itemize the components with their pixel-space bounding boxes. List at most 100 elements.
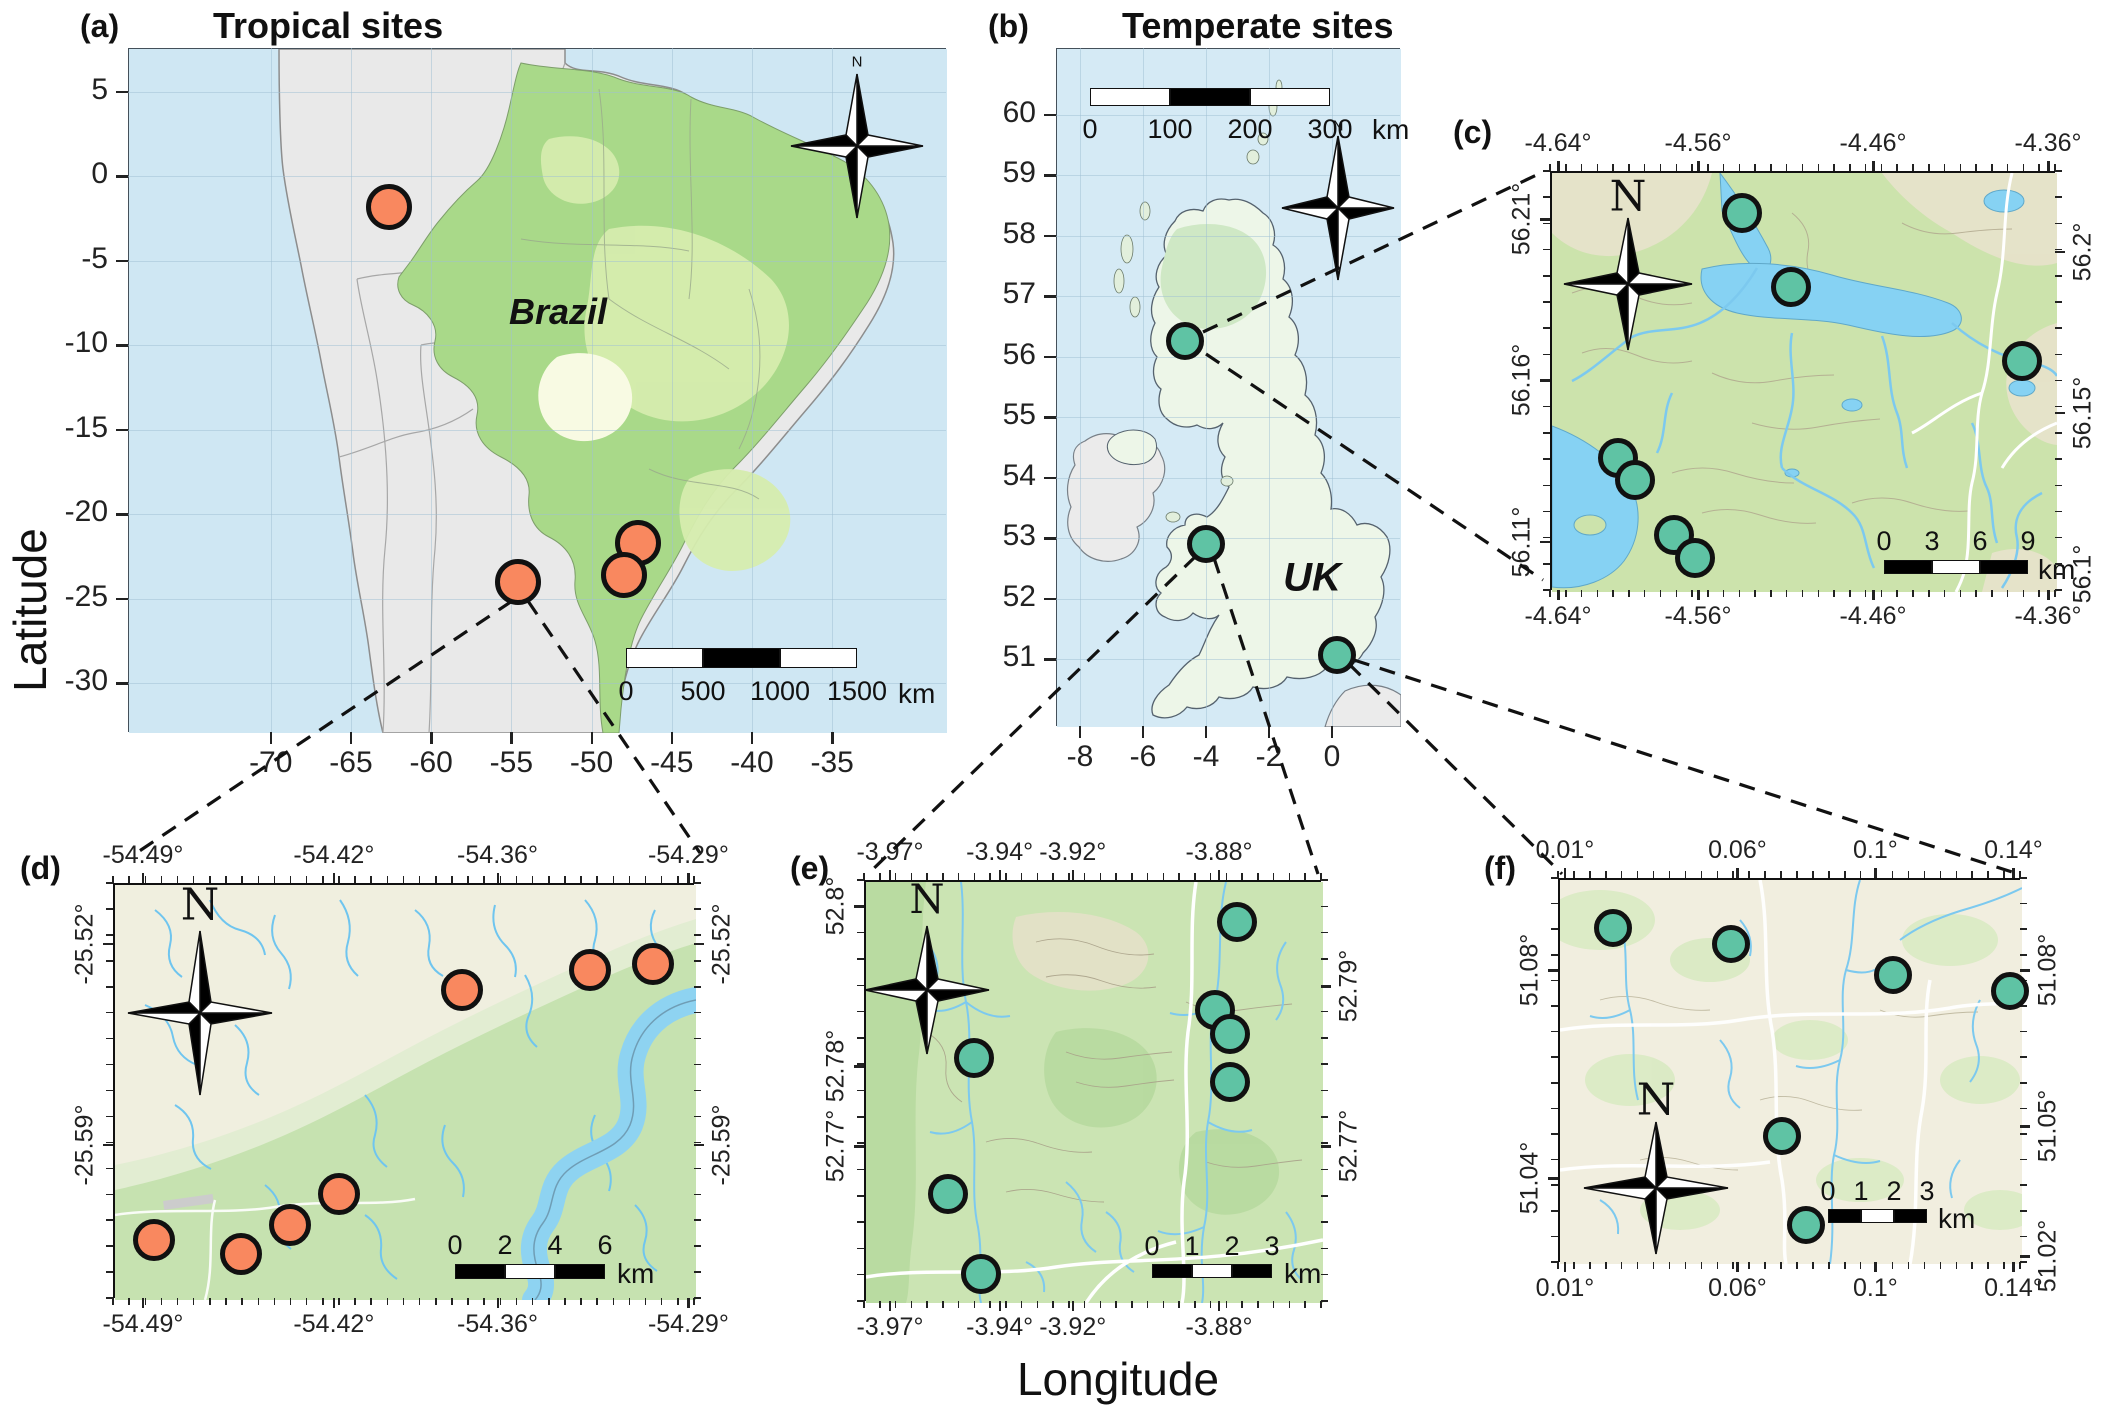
scalebar-tick-label: 500 (680, 676, 726, 706)
scalebar-tick-label: 0 (618, 676, 634, 706)
axis-tick-label-left: 55 (1002, 398, 1036, 432)
compass-rose-icon (127, 930, 273, 1096)
scalebar-segment (1090, 88, 1170, 106)
axis-tick-label-left: 58 (1002, 216, 1036, 250)
minor-tick-left (1543, 484, 1550, 486)
minor-tick-top (1700, 871, 1703, 878)
minor-tick-top (1896, 164, 1898, 171)
axis-tick-label-left: 56.11° (1507, 506, 1536, 577)
axis-tick-left (1548, 969, 1558, 972)
airstrip (163, 1194, 214, 1210)
minor-tick-bottom (1707, 590, 1709, 597)
axis-tick-right (694, 1143, 704, 1147)
scalebar-segment (1170, 88, 1250, 106)
axis-tick-label-top: -54.36° (457, 841, 538, 869)
minor-tick-top (910, 873, 913, 880)
minor-tick-bottom (2003, 1262, 2005, 1269)
minor-tick-bottom (1304, 1301, 1306, 1308)
compass-north-label: N (1636, 1074, 1676, 1126)
grid-line-horizontal (1056, 477, 1400, 479)
minor-tick-left (106, 1063, 113, 1066)
minor-tick-bottom (1068, 1301, 1070, 1308)
minor-tick-right (2055, 379, 2062, 382)
axis-tick-right (2020, 1255, 2030, 1258)
minor-tick-right (1321, 1300, 1328, 1302)
scalebar-segment (1192, 1264, 1232, 1278)
minor-tick-top (418, 876, 421, 883)
minor-tick-right (694, 1219, 701, 1221)
minor-tick-bottom (1620, 1262, 1623, 1269)
minor-tick-top (1801, 164, 1804, 171)
grid-line-vertical (832, 48, 834, 732)
minor-tick-right (2055, 222, 2062, 225)
minor-tick-bottom (1668, 1262, 1671, 1269)
axis-tick-label-left: 0 (91, 157, 108, 191)
minor-tick-right (694, 882, 701, 884)
minor-tick-bottom (564, 1298, 566, 1305)
minor-tick-bottom (1320, 1301, 1322, 1308)
minor-tick-top (1923, 871, 1926, 878)
minor-tick-right (694, 1063, 701, 1066)
minor-tick-bottom (1764, 1262, 1766, 1269)
site-marker (1165, 322, 1204, 361)
minor-tick-right (694, 960, 701, 962)
axis-tick-label-left: 53 (1002, 519, 1036, 553)
minor-tick-top (1691, 164, 1693, 171)
minor-tick-bottom (499, 1298, 502, 1305)
minor-tick-top (435, 876, 437, 883)
minor-tick-right (694, 908, 701, 910)
scalebar-unit-label: km (898, 678, 936, 709)
axis-tick-left (116, 597, 128, 601)
axis-tick-right (2055, 250, 2065, 254)
minor-tick-top (863, 873, 865, 880)
minor-tick-top (1580, 164, 1583, 171)
minor-tick-right (2055, 327, 2062, 329)
minor-tick-top (1939, 871, 1942, 878)
grid-line-horizontal (1056, 356, 1400, 358)
minor-tick-bottom (1975, 590, 1977, 597)
minor-tick-left (106, 1219, 113, 1221)
scalebar-segment (1932, 560, 1980, 574)
axis-tick-label-top: -3.92° (1039, 838, 1107, 866)
minor-tick-right (2020, 1210, 2027, 1212)
minor-tick-bottom (289, 1298, 292, 1305)
axis-tick-label-top: -54.42° (293, 841, 375, 869)
minor-tick-right (694, 1011, 701, 1014)
minor-tick-left (1551, 1056, 1558, 1058)
minor-tick-bottom (1780, 1262, 1782, 1269)
axis-tick-bottom (1872, 590, 1875, 600)
minor-tick-bottom (1880, 590, 1883, 597)
minor-tick-right (694, 1037, 701, 1040)
minor-tick-top (1864, 164, 1867, 171)
minor-tick-right (2020, 954, 2027, 956)
grid-line-vertical (1079, 48, 1081, 726)
axis-tick-left (116, 344, 128, 347)
minor-tick-top (1209, 873, 1212, 880)
site-marker (366, 183, 413, 230)
minor-tick-top (402, 876, 405, 883)
axis-tick-label-bottom: -6 (1129, 740, 1157, 773)
grid-line-horizontal (1056, 538, 1400, 540)
grid-line-vertical (751, 48, 753, 732)
axis-tick-bottom (1563, 1262, 1567, 1272)
minor-tick-top (1943, 164, 1946, 171)
axis-tick-label-bottom: -54.49° (102, 1310, 184, 1338)
axis-tick-label-top: -4.36° (2014, 129, 2082, 157)
axis-tick-top (1557, 161, 1560, 171)
site-marker (961, 1254, 1002, 1295)
minor-tick-top (1849, 164, 1851, 171)
site-marker (1721, 192, 1762, 233)
axis-tick-top (141, 873, 145, 883)
compass-north-label: N (851, 53, 863, 71)
minor-tick-top (467, 876, 469, 883)
minor-tick-bottom (273, 1298, 276, 1305)
minor-tick-left (857, 1221, 864, 1223)
minor-tick-right (2055, 275, 2062, 277)
axis-tick-label-left: 51.08° (1515, 933, 1544, 1007)
minor-tick-top (1891, 871, 1894, 878)
minor-tick-right (2020, 902, 2027, 905)
axis-tick-label-left: 56 (1002, 337, 1036, 371)
minor-tick-bottom (1748, 1262, 1750, 1269)
scalebar-segment (555, 1264, 605, 1279)
minor-tick-bottom (1131, 1301, 1133, 1308)
